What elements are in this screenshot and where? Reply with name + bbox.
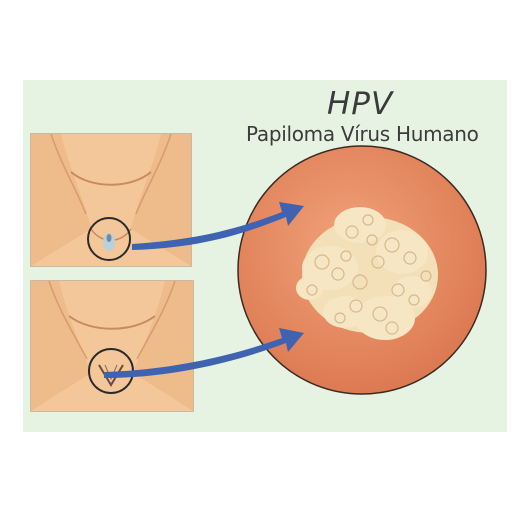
diagram-title: HPV <box>327 86 394 122</box>
pelvis-illustration-bottom <box>30 280 194 412</box>
pelvis-illustration-top <box>30 133 192 267</box>
diagram-subtitle: Papiloma Vírus Humano <box>246 122 479 146</box>
